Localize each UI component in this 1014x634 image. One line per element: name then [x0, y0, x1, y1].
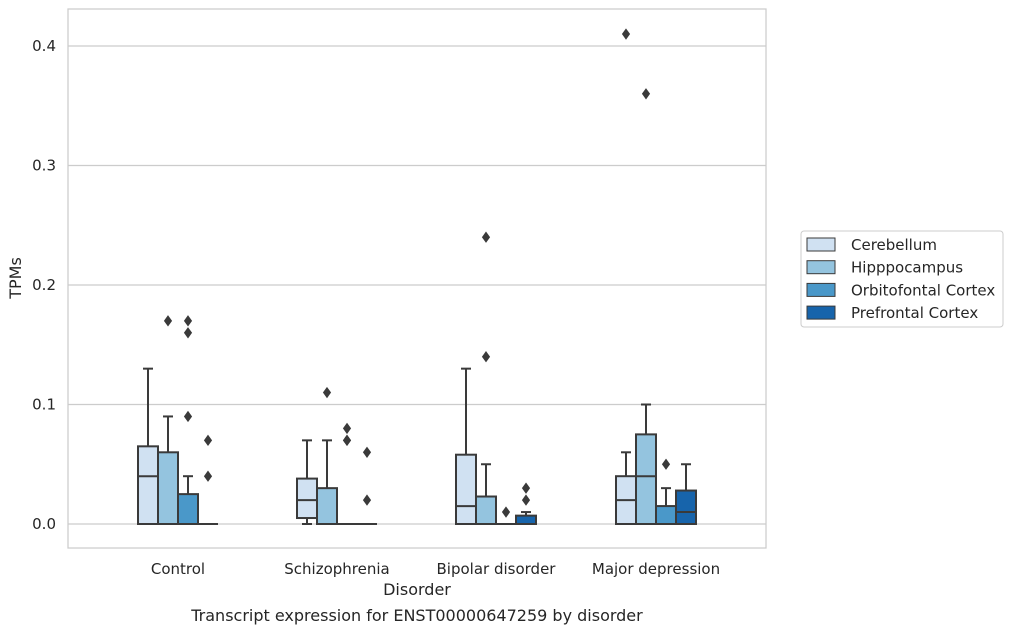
legend-label: Orbitofontal Cortex: [851, 281, 995, 299]
outlier-point: [641, 88, 651, 100]
box-1-0: [296, 439, 318, 525]
x-tick-label: Bipolar disorder: [437, 560, 557, 578]
box-0-3: [198, 434, 218, 525]
y-tick-label: 0.3: [32, 157, 56, 175]
x-tick-label: Control: [151, 560, 205, 578]
outlier-point: [362, 494, 372, 506]
x-axis-label: Disorder: [383, 580, 451, 599]
box-body: [635, 433, 657, 525]
legend-frame: [800, 230, 1004, 328]
outlier-point: [621, 28, 631, 40]
outlier-point: [203, 470, 213, 482]
x-axis-ticks: Control Schizophrenia Bipolar disorder Majo…: [151, 560, 720, 578]
x-tick-label: Major depression: [592, 560, 720, 578]
box-body: [655, 505, 677, 526]
outlier-point: [342, 422, 352, 435]
box-1-1: [316, 386, 338, 525]
outlier-point: [183, 327, 193, 339]
box-3-0: [615, 28, 637, 526]
y-tick-label: 0.4: [32, 37, 56, 55]
outlier-point: [342, 434, 352, 447]
legend: Cerebellum Hipppocampus Orbitofontal Corte…: [800, 230, 1004, 328]
y-tick-label: 0.2: [32, 276, 56, 294]
box-body: [455, 453, 477, 525]
box-3-3: [675, 463, 697, 526]
legend-swatch: [806, 282, 836, 297]
outlier-point: [362, 446, 372, 458]
box-2-2: [496, 506, 516, 525]
box-2-1: [475, 231, 497, 526]
box-body: [137, 445, 159, 526]
outlier-point: [521, 482, 531, 494]
outlier-point: [183, 410, 193, 423]
box-1-3: [357, 446, 377, 525]
box-body: [157, 451, 179, 525]
box-3-2: [655, 458, 677, 526]
plot-frame: [67, 8, 767, 549]
legend-swatch: [806, 237, 836, 252]
outlier-point: [203, 434, 213, 447]
y-axis-label: TPMs: [6, 257, 25, 300]
box-3-1: [635, 88, 657, 525]
y-axis-ticks: 0.0 0.1 0.2 0.3 0.4: [32, 37, 56, 533]
outlier-point: [481, 351, 491, 363]
outlier-point: [163, 315, 173, 327]
outlier-point: [521, 494, 531, 506]
box-body: [675, 489, 697, 526]
boxes: [137, 28, 697, 526]
legend-swatch: [806, 260, 836, 275]
box-body: [316, 487, 338, 525]
legend-label: Hipppocampus: [851, 259, 963, 277]
box-body: [475, 495, 497, 526]
y-tick-label: 0.1: [32, 396, 56, 414]
legend-label: Cerebellum: [851, 236, 937, 254]
box-body: [296, 477, 318, 520]
outlier-point: [183, 315, 193, 327]
outlier-point: [661, 458, 671, 470]
box-0-2: [177, 315, 199, 525]
legend-swatch: [806, 305, 836, 320]
outlier-point: [322, 386, 332, 399]
box-body: [515, 514, 537, 526]
box-0-1: [157, 315, 179, 525]
box-body: [177, 493, 199, 525]
legend-label: Prefrontal Cortex: [851, 304, 978, 322]
figure-caption: Transcript expression for ENST0000064725…: [191, 606, 643, 625]
outlier-point: [481, 231, 491, 243]
box-1-2: [337, 422, 357, 525]
x-tick-label: Schizophrenia: [284, 560, 389, 578]
box-2-3: [515, 482, 537, 526]
box-0-0: [137, 367, 159, 526]
box-2-0: [455, 367, 477, 525]
y-tick-label: 0.0: [32, 515, 56, 533]
outlier-point: [501, 506, 511, 518]
